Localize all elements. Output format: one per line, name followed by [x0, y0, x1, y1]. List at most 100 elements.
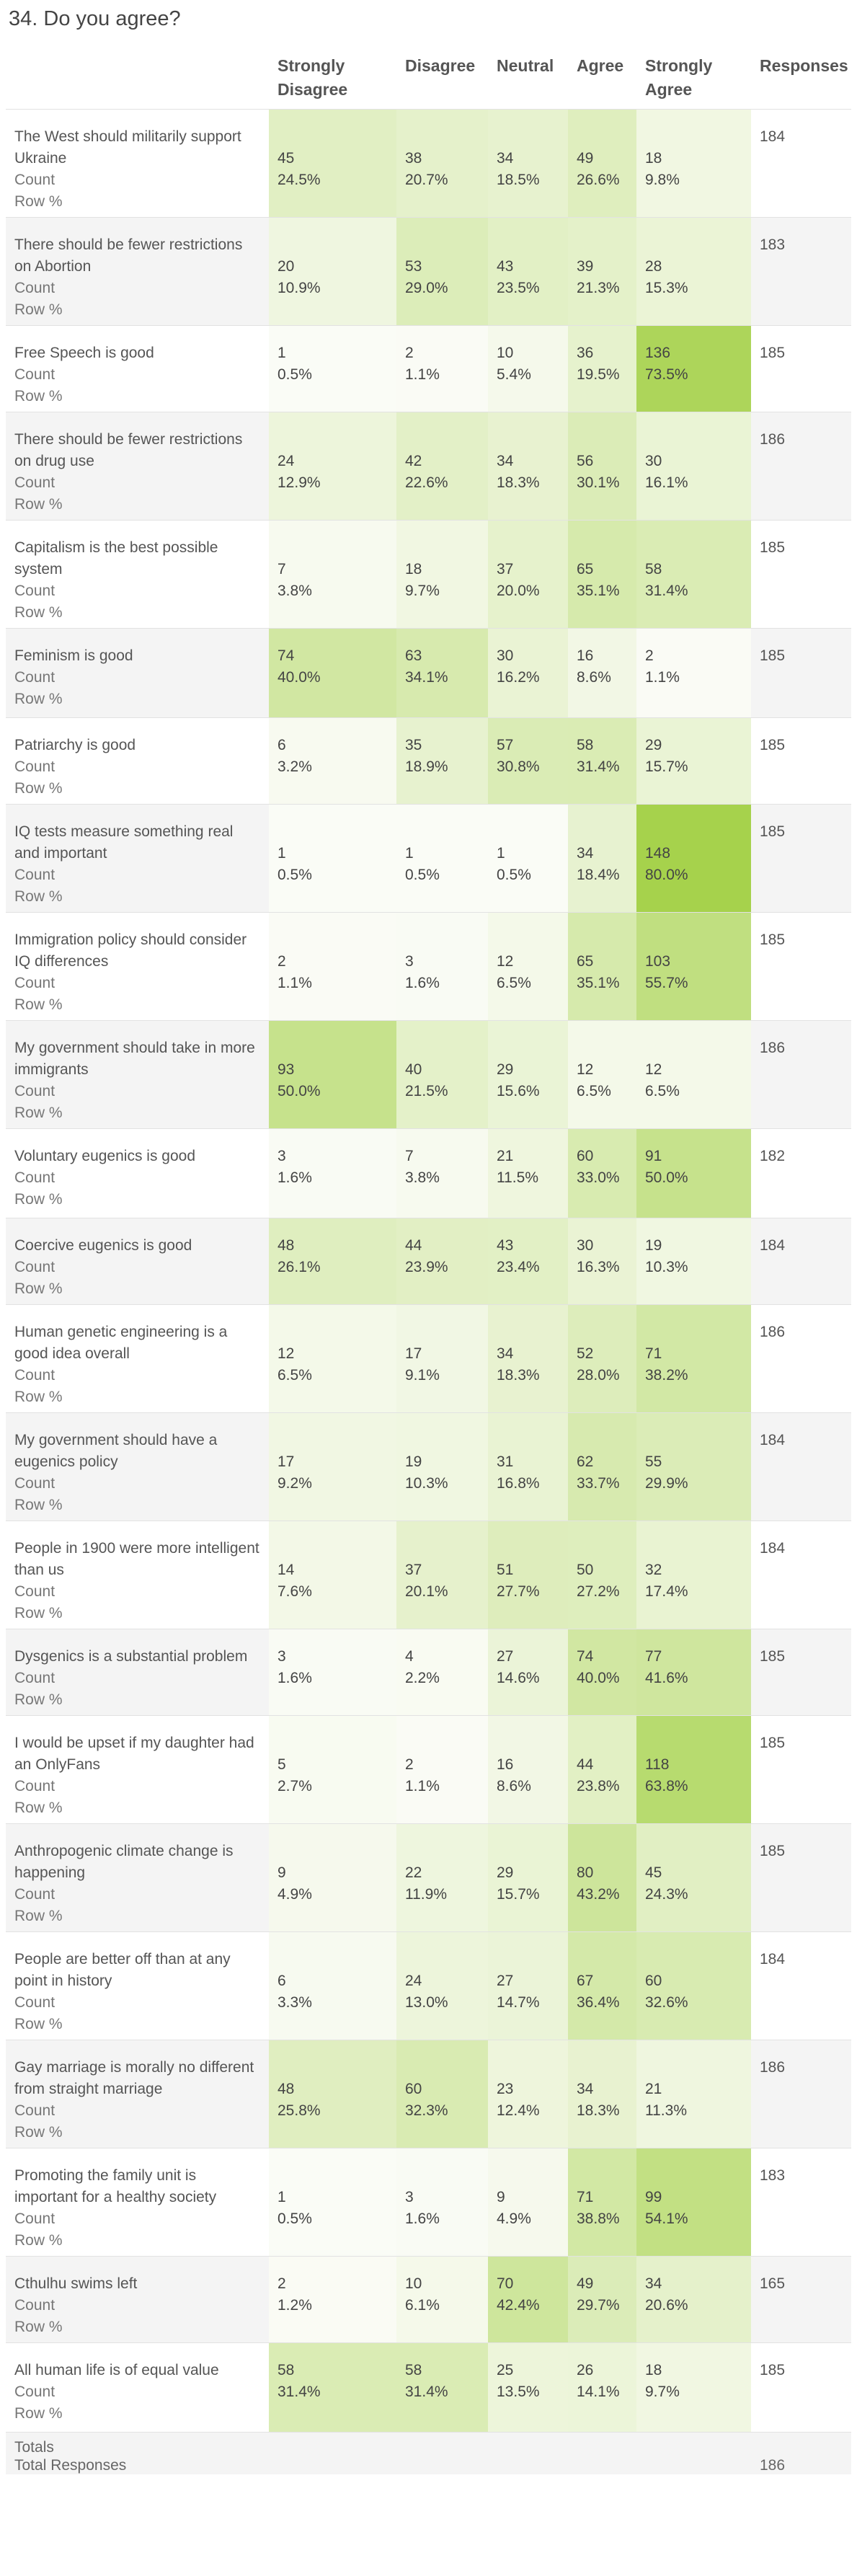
cell-spacer — [577, 2165, 628, 2187]
cell-count: 65 — [577, 560, 594, 577]
row-label-cell: Gay marriage is morally no different fro… — [6, 2040, 269, 2148]
data-cell: 91 50.0% — [636, 1128, 751, 1218]
data-cell: 58 31.4% — [636, 520, 751, 628]
cell-percent: 11.9% — [405, 1885, 447, 1903]
cell-percent: 1.1% — [277, 974, 312, 991]
cell-percent: 4.9% — [277, 1885, 312, 1903]
cell-count: 39 — [577, 257, 594, 275]
cell-spacer — [497, 1841, 559, 1862]
row-label-cell: Anthropogenic climate change is happenin… — [6, 1823, 269, 1931]
cell-percent: 6.1% — [405, 2296, 440, 2314]
cell-count: 43 — [497, 1236, 514, 1254]
cell-count: 32 — [645, 1561, 662, 1578]
cell-count: 67 — [577, 1972, 594, 1989]
row-question: Human genetic engineering is a good idea… — [14, 1323, 228, 1362]
row-percent-label: Row % — [14, 603, 63, 621]
data-cell: 52 28.0% — [568, 1304, 636, 1412]
cell-count: 12 — [277, 1345, 295, 1362]
row-label-cell: Human genetic engineering is a good idea… — [6, 1304, 269, 1412]
row-count-label: Count — [14, 1366, 55, 1384]
cell-count: 7 — [277, 560, 286, 577]
row-responses: 185 — [760, 1734, 786, 1751]
data-cell: 26 14.1% — [568, 2342, 636, 2432]
cell-spacer — [497, 1538, 559, 1559]
cell-spacer — [405, 1430, 479, 1451]
data-cell: 118 63.8% — [636, 1715, 751, 1823]
data-cell: 60 33.0% — [568, 1128, 636, 1218]
data-cell: 43 23.4% — [488, 1218, 568, 1304]
data-cell: 1 0.5% — [269, 325, 396, 412]
cell-percent: 20.7% — [405, 171, 448, 188]
cell-percent: 1.1% — [645, 668, 680, 686]
cell-percent: 1.1% — [405, 366, 440, 383]
row-label-cell: I would be upset if my daughter had an O… — [6, 1715, 269, 1823]
cell-percent: 6.5% — [577, 1082, 611, 1099]
cell-count: 48 — [277, 2080, 295, 2097]
row-count-label: Count — [14, 1258, 55, 1275]
cell-spacer — [405, 1732, 479, 1754]
cell-percent: 42.4% — [497, 2296, 540, 2314]
cell-count: 24 — [405, 1972, 422, 1989]
row-question: My government should have a eugenics pol… — [14, 1431, 218, 1470]
cell-count: 30 — [577, 1236, 594, 1254]
cell-percent: 31.4% — [577, 758, 620, 775]
cell-percent: 30.1% — [577, 474, 620, 491]
data-cell: 19 10.3% — [636, 1218, 751, 1304]
row-label-cell: My government should take in more immigr… — [6, 1020, 269, 1128]
cell-count: 34 — [645, 2275, 662, 2292]
cell-percent: 13.0% — [405, 1993, 448, 2011]
cell-percent: 12.9% — [277, 474, 321, 491]
cell-percent: 1.6% — [277, 1669, 312, 1686]
row-count-label: Count — [14, 758, 55, 775]
row-question: Coercive eugenics is good — [14, 1236, 192, 1254]
row-count-label: Count — [14, 1885, 55, 1903]
cell-percent: 26.6% — [577, 171, 620, 188]
cell-percent: 29.9% — [645, 1474, 688, 1492]
cell-spacer — [645, 1732, 742, 1754]
cell-percent: 9.7% — [645, 2383, 680, 2400]
row-percent-label: Row % — [14, 192, 63, 210]
cell-percent: 9.2% — [277, 1474, 312, 1492]
cell-count: 40 — [405, 1061, 422, 1078]
cell-percent: 24.5% — [277, 171, 321, 188]
data-cell: 18 9.8% — [636, 109, 751, 217]
row-count-label: Count — [14, 1669, 55, 1686]
cell-spacer — [405, 1538, 479, 1559]
data-cell: 29 15.6% — [488, 1020, 568, 1128]
cell-spacer — [405, 1037, 479, 1059]
cell-spacer — [277, 1732, 388, 1754]
header-disagree: Disagree — [405, 56, 476, 75]
row-count-label: Count — [14, 2210, 55, 2227]
data-cell: 65 35.1% — [568, 912, 636, 1020]
data-cell: 99 54.1% — [636, 2148, 751, 2256]
row-question: Cthulhu swims left — [14, 2275, 138, 2292]
cell-count: 20 — [277, 257, 295, 275]
cell-count: 63 — [405, 647, 422, 664]
cell-percent: 23.5% — [497, 279, 540, 296]
cell-count: 57 — [497, 736, 514, 753]
cell-spacer — [577, 2057, 628, 2079]
row-question: Feminism is good — [14, 647, 133, 664]
row-question: I would be upset if my daughter had an O… — [14, 1734, 254, 1773]
cell-count: 148 — [645, 844, 671, 862]
cell-spacer — [277, 1322, 388, 1343]
cell-percent: 40.0% — [277, 668, 321, 686]
data-cell: 103 55.7% — [636, 912, 751, 1020]
cell-count: 91 — [645, 1147, 662, 1164]
cell-spacer — [645, 2057, 742, 2079]
cell-percent: 14.1% — [577, 2383, 620, 2400]
cell-percent: 2.2% — [405, 1669, 440, 1686]
row-label-cell: Coercive eugenics is good Count Row % — [6, 1218, 269, 1304]
cell-spacer — [405, 429, 479, 451]
cell-count: 58 — [577, 736, 594, 753]
cell-spacer — [577, 929, 628, 951]
cell-percent: 18.4% — [577, 866, 620, 883]
cell-percent: 19.5% — [577, 366, 620, 383]
data-cell: 44 23.8% — [568, 1715, 636, 1823]
cell-count: 27 — [497, 1972, 514, 1989]
data-cell: 48 26.1% — [269, 1218, 396, 1304]
row-responses: 185 — [760, 539, 786, 556]
table-row: The West should militarily support Ukrai… — [6, 109, 851, 217]
cell-percent: 3.2% — [277, 758, 312, 775]
cell-percent: 41.6% — [645, 1669, 688, 1686]
